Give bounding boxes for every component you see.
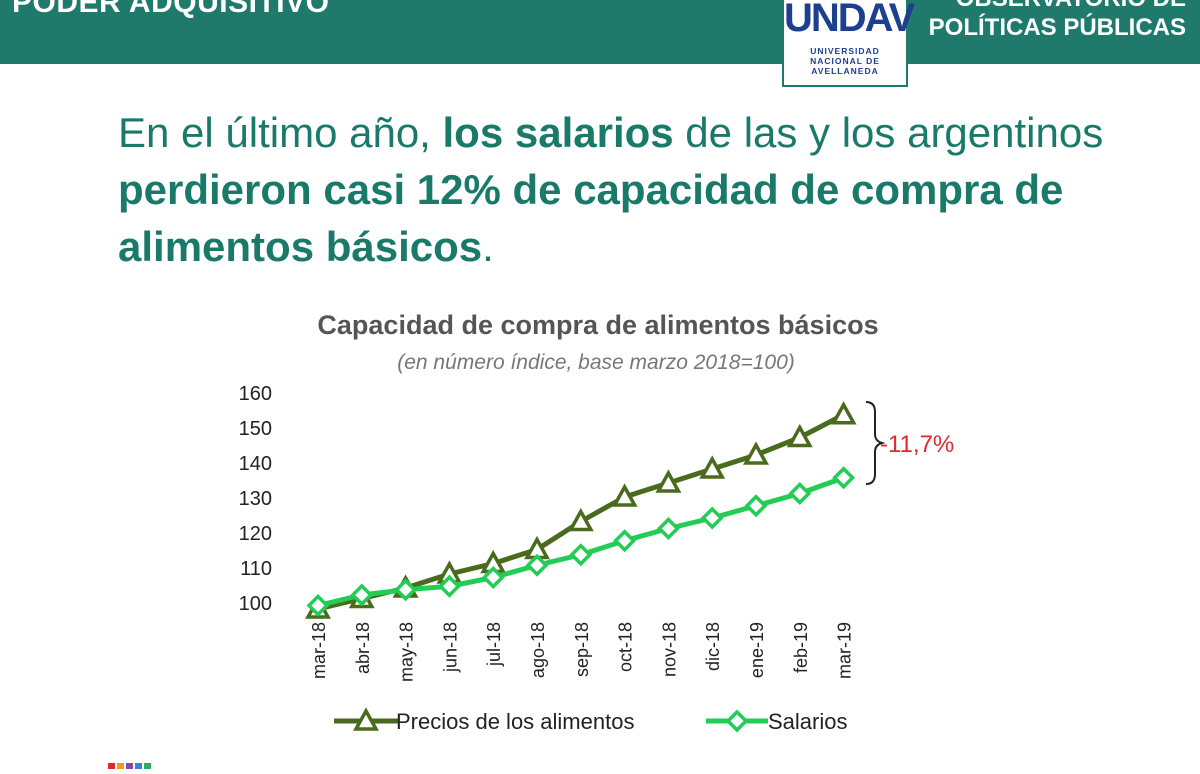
headline-bold-1: los salarios	[442, 109, 674, 156]
header-subtitle-line2: POLÍTICAS PÚBLICAS	[928, 14, 1186, 41]
y-tick-label: 110	[240, 558, 272, 580]
data-point	[786, 423, 813, 448]
y-axis: 100 110 120 130 140 150 160	[239, 383, 272, 615]
data-point	[525, 553, 549, 577]
x-tick-label: ago-18	[528, 622, 548, 678]
data-point	[306, 594, 330, 617]
y-tick-label: 150	[239, 418, 272, 440]
data-point	[700, 506, 724, 530]
chart-legend: Precios de los alimentos Salarios	[334, 707, 847, 734]
logo-mark: UNDAV	[784, 0, 915, 40]
data-point	[481, 566, 505, 589]
logo-line-2: NACIONAL DE	[810, 56, 880, 66]
x-tick-label: abr-18	[353, 622, 373, 674]
x-tick-label: ene-19	[747, 622, 767, 678]
data-point	[350, 583, 374, 607]
data-point	[394, 578, 418, 602]
brand-dot	[117, 763, 124, 769]
data-point	[567, 507, 594, 532]
x-tick-label: dic-18	[703, 622, 723, 671]
y-tick-label: 130	[239, 488, 272, 510]
data-point	[613, 529, 637, 553]
data-point	[569, 543, 593, 567]
x-tick-label: mar-18	[309, 622, 329, 679]
gap-label: -11,7%	[880, 431, 954, 458]
brand-dot	[144, 763, 151, 769]
data-point	[655, 469, 682, 493]
legend-marker	[725, 709, 749, 733]
x-tick-label: jul-18	[484, 622, 504, 667]
x-tick-label: sep-18	[572, 622, 592, 677]
data-point	[743, 441, 769, 465]
brand-dot	[135, 763, 142, 769]
data-point	[832, 466, 856, 490]
x-tick-label: feb-19	[791, 622, 811, 673]
logo-line-3: AVELLANEDA	[811, 66, 879, 76]
data-point	[830, 401, 857, 425]
data-point	[611, 483, 638, 507]
brand-dot	[108, 763, 115, 769]
y-tick-label: 140	[239, 453, 272, 475]
x-tick-label: oct-18	[616, 622, 636, 672]
data-point	[437, 574, 461, 598]
logo-line-1: UNIVERSIDAD	[810, 46, 880, 56]
gap-annotation: -11,7%	[865, 401, 954, 485]
legend-label: Precios de los alimentos	[396, 709, 634, 734]
y-tick-label: 160	[239, 383, 272, 405]
y-tick-label: 120	[239, 523, 272, 545]
data-point	[699, 455, 726, 479]
data-point	[656, 517, 680, 540]
undav-logo: UNDAV UNIVERSIDAD NACIONAL DE AVELLANEDA	[782, 0, 915, 87]
brand-dot	[126, 763, 133, 769]
x-tick-label: nov-18	[659, 622, 679, 677]
header-subtitle-line1: OBSERVATORIO DE	[956, 0, 1186, 13]
legend-label: Salarios	[768, 709, 847, 734]
headline-part-2: de las y los argentinos	[673, 109, 1104, 156]
brand-dots	[108, 756, 168, 769]
x-tick-label: jun-18	[440, 622, 460, 673]
x-tick-label: mar-19	[835, 622, 855, 679]
headline-part-1: En el último año,	[118, 109, 443, 156]
chart-title: Capacidad de compra de alimentos básicos	[317, 310, 878, 340]
x-tick-label: may-18	[397, 622, 417, 682]
legend-marker	[353, 707, 379, 731]
chart-subtitle: (en número índice, base marzo 2018=100)	[397, 351, 795, 374]
headline: En el último año, los salarios de las y …	[118, 104, 1118, 275]
data-point	[744, 494, 768, 518]
header-title: PODER ADQUISITIVO	[12, 0, 330, 19]
y-tick-label: 100	[239, 593, 272, 615]
header-bar: PODER ADQUISITIVO OBSERVATORIO DE POLÍTI…	[0, 0, 1200, 64]
headline-bold-2: perdieron casi 12% de capacidad de compr…	[118, 166, 1064, 270]
series-line	[317, 475, 845, 608]
headline-part-3: .	[482, 223, 494, 270]
x-axis: mar-18 abr-18 may-18 jun-18 jul-18 ago-18 sep-…	[309, 622, 855, 682]
chart-series	[305, 401, 857, 619]
data-point	[788, 482, 812, 505]
gap-bracket	[865, 401, 886, 485]
